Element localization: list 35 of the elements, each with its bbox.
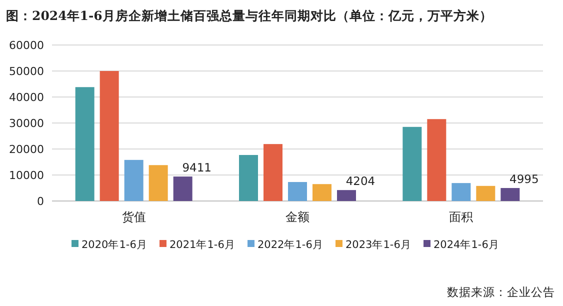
y-tick-label: 30000 bbox=[9, 117, 44, 130]
y-tick-label: 10000 bbox=[9, 169, 44, 182]
x-tick-label: 面积 bbox=[449, 210, 474, 224]
data-label: 9411 bbox=[182, 160, 212, 175]
legend-label: 2024年1-6月 bbox=[434, 239, 500, 251]
legend-label: 2020年1-6月 bbox=[82, 239, 148, 251]
x-tick-label: 货值 bbox=[122, 210, 146, 224]
bar bbox=[288, 182, 307, 201]
bar bbox=[337, 190, 356, 201]
bar bbox=[500, 188, 520, 201]
x-tick-label: 金额 bbox=[286, 210, 310, 224]
source-note: 数据来源：企业公告 bbox=[447, 285, 555, 299]
y-tick-label: 20000 bbox=[9, 143, 44, 156]
bar bbox=[173, 176, 192, 201]
bar bbox=[476, 186, 496, 201]
bar bbox=[427, 119, 446, 201]
legend-label: 2021年1-6月 bbox=[170, 239, 236, 251]
bar bbox=[312, 184, 332, 201]
bar bbox=[148, 165, 168, 201]
y-tick-label: 0 bbox=[37, 195, 44, 208]
bar bbox=[452, 183, 471, 201]
y-tick-label: 40000 bbox=[9, 91, 44, 104]
chart-title: 图：2024年1-6月房企新增土储百强总量与往年同期对比（单位：亿元，万平方米） bbox=[6, 8, 492, 23]
bar bbox=[75, 87, 94, 201]
legend-label: 2022年1-6月 bbox=[258, 239, 324, 251]
bar bbox=[124, 160, 144, 201]
bar bbox=[402, 126, 422, 201]
y-tick-label: 50000 bbox=[9, 65, 44, 78]
data-label: 4204 bbox=[346, 174, 376, 188]
bar bbox=[264, 144, 282, 201]
bar bbox=[239, 154, 258, 201]
y-tick-label: 60000 bbox=[9, 39, 44, 52]
legend-label: 2023年1-6月 bbox=[346, 239, 412, 251]
bar bbox=[100, 71, 119, 201]
data-label: 4995 bbox=[510, 172, 539, 186]
